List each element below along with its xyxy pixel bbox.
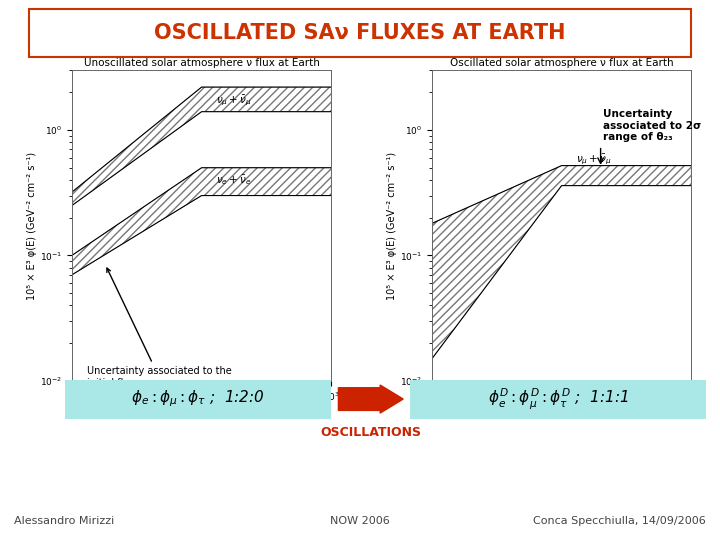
Text: Uncertainty
associated to 2σ
range of θ₂₃: Uncertainty associated to 2σ range of θ₂…	[603, 109, 701, 142]
Text: $\phi_e^D:\phi_\mu^D:\phi_\tau^D$ ;  1:1:1: $\phi_e^D:\phi_\mu^D:\phi_\tau^D$ ; 1:1:…	[487, 387, 629, 411]
Bar	[410, 380, 706, 419]
Text: OSCILLATED SAν FLUXES AT EARTH: OSCILLATED SAν FLUXES AT EARTH	[154, 23, 566, 43]
Bar	[65, 380, 331, 419]
Text: Uncertainty associated to the
initial fluxes: Uncertainty associated to the initial fl…	[87, 268, 232, 388]
Text: Conca Specchiulla, 14/09/2006: Conca Specchiulla, 14/09/2006	[533, 516, 706, 526]
Text: $\nu_e + \bar{\nu}_e$: $\nu_e + \bar{\nu}_e$	[217, 173, 252, 187]
Y-axis label: 10⁵ × E³ φ(E) (GeV⁻² cm⁻² s⁻¹): 10⁵ × E³ φ(E) (GeV⁻² cm⁻² s⁻¹)	[27, 151, 37, 300]
Title: Unoscillated solar atmosphere ν flux at Earth: Unoscillated solar atmosphere ν flux at …	[84, 58, 320, 68]
Text: Alessandro Mirizzi: Alessandro Mirizzi	[14, 516, 114, 526]
Text: $\nu_\mu + \bar{\nu}_\mu$: $\nu_\mu + \bar{\nu}_\mu$	[577, 153, 612, 167]
X-axis label: E (GeV): E (GeV)	[183, 408, 220, 418]
X-axis label: E (GeV): E (GeV)	[543, 408, 580, 418]
Text: $\phi_e:\phi_\mu:\phi_\tau$ ;  1:2:0: $\phi_e:\phi_\mu:\phi_\tau$ ; 1:2:0	[131, 389, 265, 409]
Text: OSCILLATIONS: OSCILLATIONS	[320, 426, 421, 438]
Text: $\nu_\mu + \bar{\nu}_\mu$: $\nu_\mu + \bar{\nu}_\mu$	[217, 93, 252, 107]
FancyArrow shape	[338, 385, 403, 413]
Title: Oscillated solar atmosphere ν flux at Earth: Oscillated solar atmosphere ν flux at Ea…	[450, 58, 673, 68]
Y-axis label: 10⁵ × E³ φ(E) (GeV⁻² cm⁻² s⁻¹): 10⁵ × E³ φ(E) (GeV⁻² cm⁻² s⁻¹)	[387, 151, 397, 300]
Text: NOW 2006: NOW 2006	[330, 516, 390, 526]
